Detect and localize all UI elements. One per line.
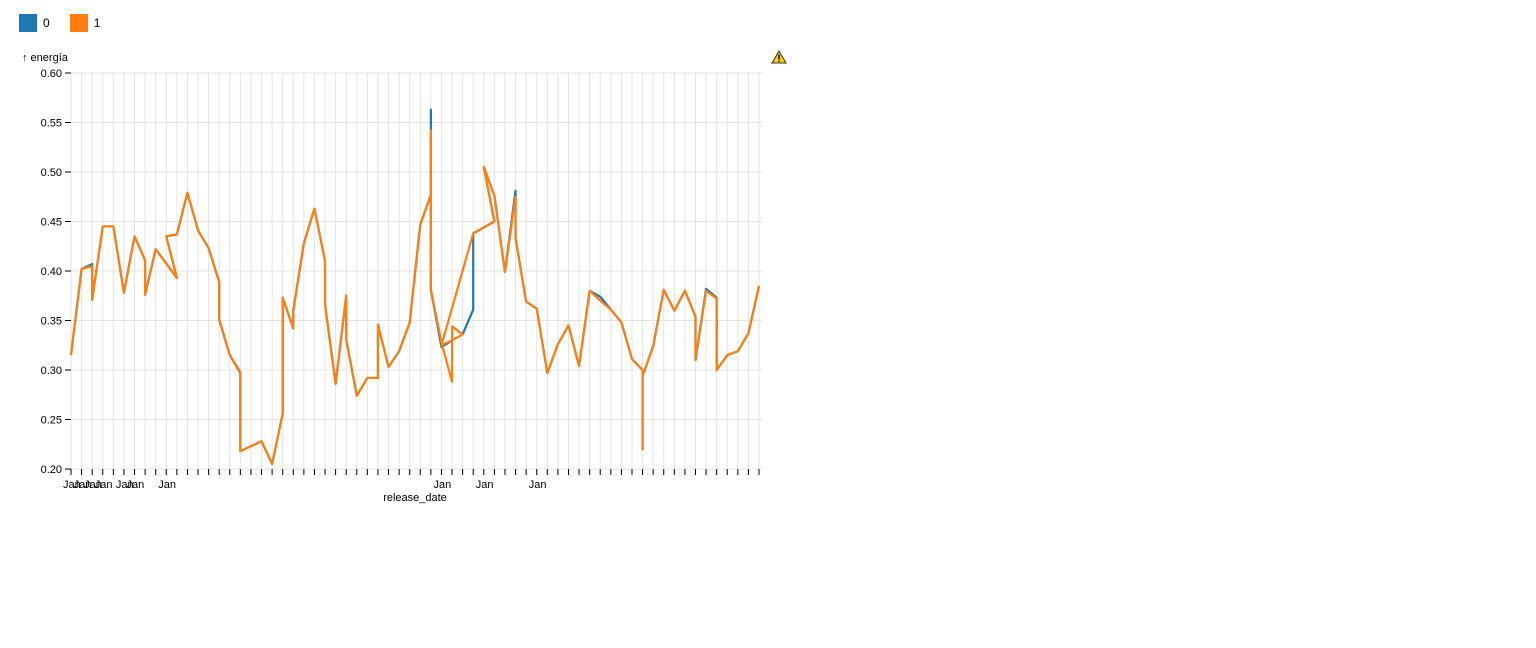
y-tick-label: 0.40 <box>41 266 62 278</box>
x-tick-label: Jan <box>433 479 451 491</box>
x-tick-label: Jan <box>95 479 113 491</box>
y-tick-label: 0.35 <box>41 316 62 328</box>
legend-label-0: 0 <box>43 16 50 30</box>
x-tick-label: Jan <box>84 479 102 491</box>
legend-label-1: 1 <box>93 16 101 30</box>
y-axis-label: ↑ energía <box>22 52 69 64</box>
legend: 0 1 <box>19 14 120 32</box>
legend-swatch-1 <box>69 14 88 32</box>
legend-swatch-0 <box>19 14 37 32</box>
x-tick-label: Jan <box>529 479 547 491</box>
legend-item-0[interactable]: 0 <box>19 14 50 32</box>
legend-item-1[interactable]: 1 <box>69 14 101 32</box>
y-tick-label: 0.60 <box>41 68 62 80</box>
y-tick-label: 0.20 <box>41 464 62 476</box>
y-tick-label: 0.55 <box>41 118 62 130</box>
series-group <box>69 108 761 466</box>
y-tick-label: 0.45 <box>41 217 62 229</box>
line-chart: ↑ energía 0.200.250.300.350.400.450.500.… <box>22 52 763 504</box>
y-tick-label: 0.30 <box>41 365 62 377</box>
y-tick-label: 0.50 <box>41 167 62 179</box>
y-tick-label: 0.25 <box>41 415 62 427</box>
warning-icon[interactable] <box>771 50 787 64</box>
y-axis: 0.20 0.25 0.30 0.35 0.40 0.45 0.50 0.55 0.60 <box>41 68 71 476</box>
x-tick-label: Jan <box>476 479 494 491</box>
series-line-0 <box>69 108 761 466</box>
x-axis-label: release_date <box>383 492 447 504</box>
x-tick-label: Jan <box>63 479 81 491</box>
series-line-1 <box>69 129 761 466</box>
grid <box>70 72 763 470</box>
x-tick-label: Jan <box>127 479 145 491</box>
x-tick-label: Jan <box>116 479 134 491</box>
x-tick-label: Jan <box>74 479 92 491</box>
x-tick-label: Jan <box>158 479 176 491</box>
